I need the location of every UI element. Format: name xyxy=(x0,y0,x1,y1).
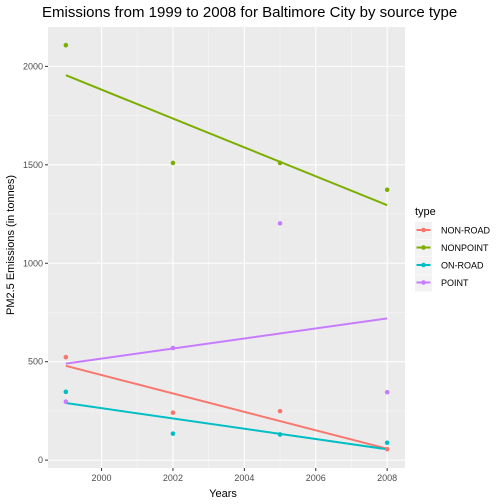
x-axis-ticks: 2000 2002 2004 2006 2008 xyxy=(92,468,397,483)
legend: type NON-ROAD NONPOINT ON-ROAD POINT xyxy=(415,206,490,292)
major-gridlines xyxy=(48,27,405,468)
trend-line-on-road xyxy=(65,402,388,451)
data-point-nonpoint xyxy=(277,160,283,166)
y-tick-label: 1500 xyxy=(23,160,43,170)
legend-key-point xyxy=(421,280,426,285)
legend-label: NON-ROAD xyxy=(441,226,490,236)
data-point-on-road xyxy=(277,432,283,437)
legend-key-point xyxy=(421,245,426,250)
legend-label: POINT xyxy=(441,278,469,288)
data-point-on-road xyxy=(63,389,69,395)
chart-title: Emissions from 1999 to 2008 for Baltimor… xyxy=(42,4,457,21)
data-point-non-road xyxy=(63,354,69,360)
data-point-non-road xyxy=(170,410,176,416)
legend-label: ON-ROAD xyxy=(441,261,484,271)
data-point-nonpoint xyxy=(63,42,69,48)
legend-key-point xyxy=(421,227,426,233)
y-axis-ticks: 0 500 1000 1500 2000 xyxy=(23,61,48,465)
data-point-non-road xyxy=(384,446,390,452)
data-point-nonpoint xyxy=(384,187,390,193)
data-point-point xyxy=(63,399,69,404)
data-point-point xyxy=(384,389,390,395)
data-point-point xyxy=(277,221,283,226)
y-tick-label: 1000 xyxy=(23,258,43,268)
y-tick-label: 0 xyxy=(38,455,43,465)
trend-lines xyxy=(65,74,388,451)
y-tick-label: 500 xyxy=(28,357,43,367)
data-points xyxy=(63,42,390,452)
y-tick-label: 2000 xyxy=(23,61,43,71)
legend-title: type xyxy=(415,206,436,218)
trend-line-nonpoint xyxy=(65,74,388,207)
minor-gridlines xyxy=(48,27,405,468)
x-tick-label: 2000 xyxy=(92,473,112,483)
x-tick-label: 2006 xyxy=(306,473,326,483)
x-tick-label: 2008 xyxy=(377,473,397,483)
data-point-on-road xyxy=(170,431,176,436)
data-point-non-road xyxy=(277,408,283,414)
y-axis-title: PM2.5 Emissions (in tonnes) xyxy=(5,175,17,315)
legend-label: NONPOINT xyxy=(441,243,489,253)
trend-line-point xyxy=(65,317,388,365)
data-point-on-road xyxy=(384,440,390,446)
x-axis-title: Years xyxy=(209,488,237,500)
data-point-point xyxy=(170,345,176,351)
plot-panel xyxy=(48,27,405,468)
legend-key-point xyxy=(421,262,426,268)
x-tick-label: 2004 xyxy=(234,473,254,483)
x-tick-label: 2002 xyxy=(163,473,183,483)
trend-line-non-road xyxy=(65,364,388,450)
data-point-nonpoint xyxy=(170,160,176,166)
